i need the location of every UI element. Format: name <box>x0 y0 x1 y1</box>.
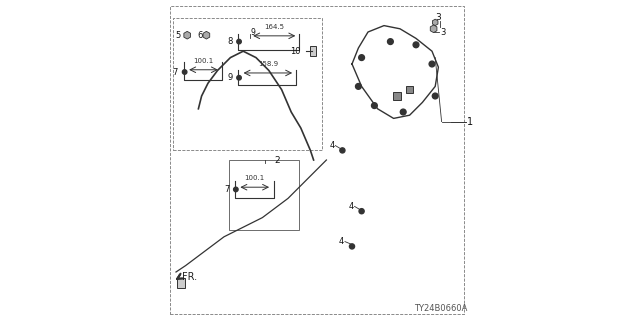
Text: 7: 7 <box>224 185 230 194</box>
Circle shape <box>340 148 345 153</box>
Text: 100.1: 100.1 <box>193 58 214 64</box>
Text: 9: 9 <box>228 73 233 82</box>
Text: TY24B0660A: TY24B0660A <box>414 304 467 313</box>
Text: 100.1: 100.1 <box>244 175 265 181</box>
Polygon shape <box>430 25 437 33</box>
Bar <box>310 46 316 56</box>
Text: 4: 4 <box>329 141 334 150</box>
Polygon shape <box>433 19 438 26</box>
Circle shape <box>429 61 435 67</box>
Circle shape <box>182 70 187 74</box>
Text: 2: 2 <box>274 156 280 164</box>
Polygon shape <box>203 31 210 39</box>
Bar <box>393 92 401 100</box>
Circle shape <box>359 55 365 60</box>
Text: 7: 7 <box>172 68 178 76</box>
Text: 1: 1 <box>467 116 474 127</box>
Text: 4: 4 <box>339 237 344 246</box>
Circle shape <box>237 39 241 44</box>
Circle shape <box>234 187 238 192</box>
Bar <box>229 160 300 230</box>
Bar <box>177 278 185 288</box>
Bar <box>173 18 322 150</box>
Text: 9: 9 <box>250 28 255 36</box>
Polygon shape <box>184 31 191 39</box>
Circle shape <box>371 103 378 108</box>
Text: 3: 3 <box>440 28 445 36</box>
Text: 6: 6 <box>198 31 204 40</box>
Text: 164.5: 164.5 <box>264 24 284 30</box>
Text: 158.9: 158.9 <box>258 61 278 67</box>
Circle shape <box>401 109 406 115</box>
Text: 8: 8 <box>228 37 233 46</box>
Text: 10: 10 <box>291 47 301 56</box>
Circle shape <box>356 84 361 89</box>
Text: 5: 5 <box>175 31 181 40</box>
Circle shape <box>433 93 438 99</box>
Circle shape <box>359 209 364 214</box>
Text: 3: 3 <box>436 13 441 22</box>
Bar <box>406 86 413 93</box>
Circle shape <box>388 39 393 44</box>
Text: FR.: FR. <box>182 272 197 282</box>
Text: 4: 4 <box>348 202 354 211</box>
Circle shape <box>349 244 355 249</box>
Circle shape <box>413 42 419 48</box>
FancyArrowPatch shape <box>177 275 182 279</box>
Circle shape <box>237 76 241 80</box>
